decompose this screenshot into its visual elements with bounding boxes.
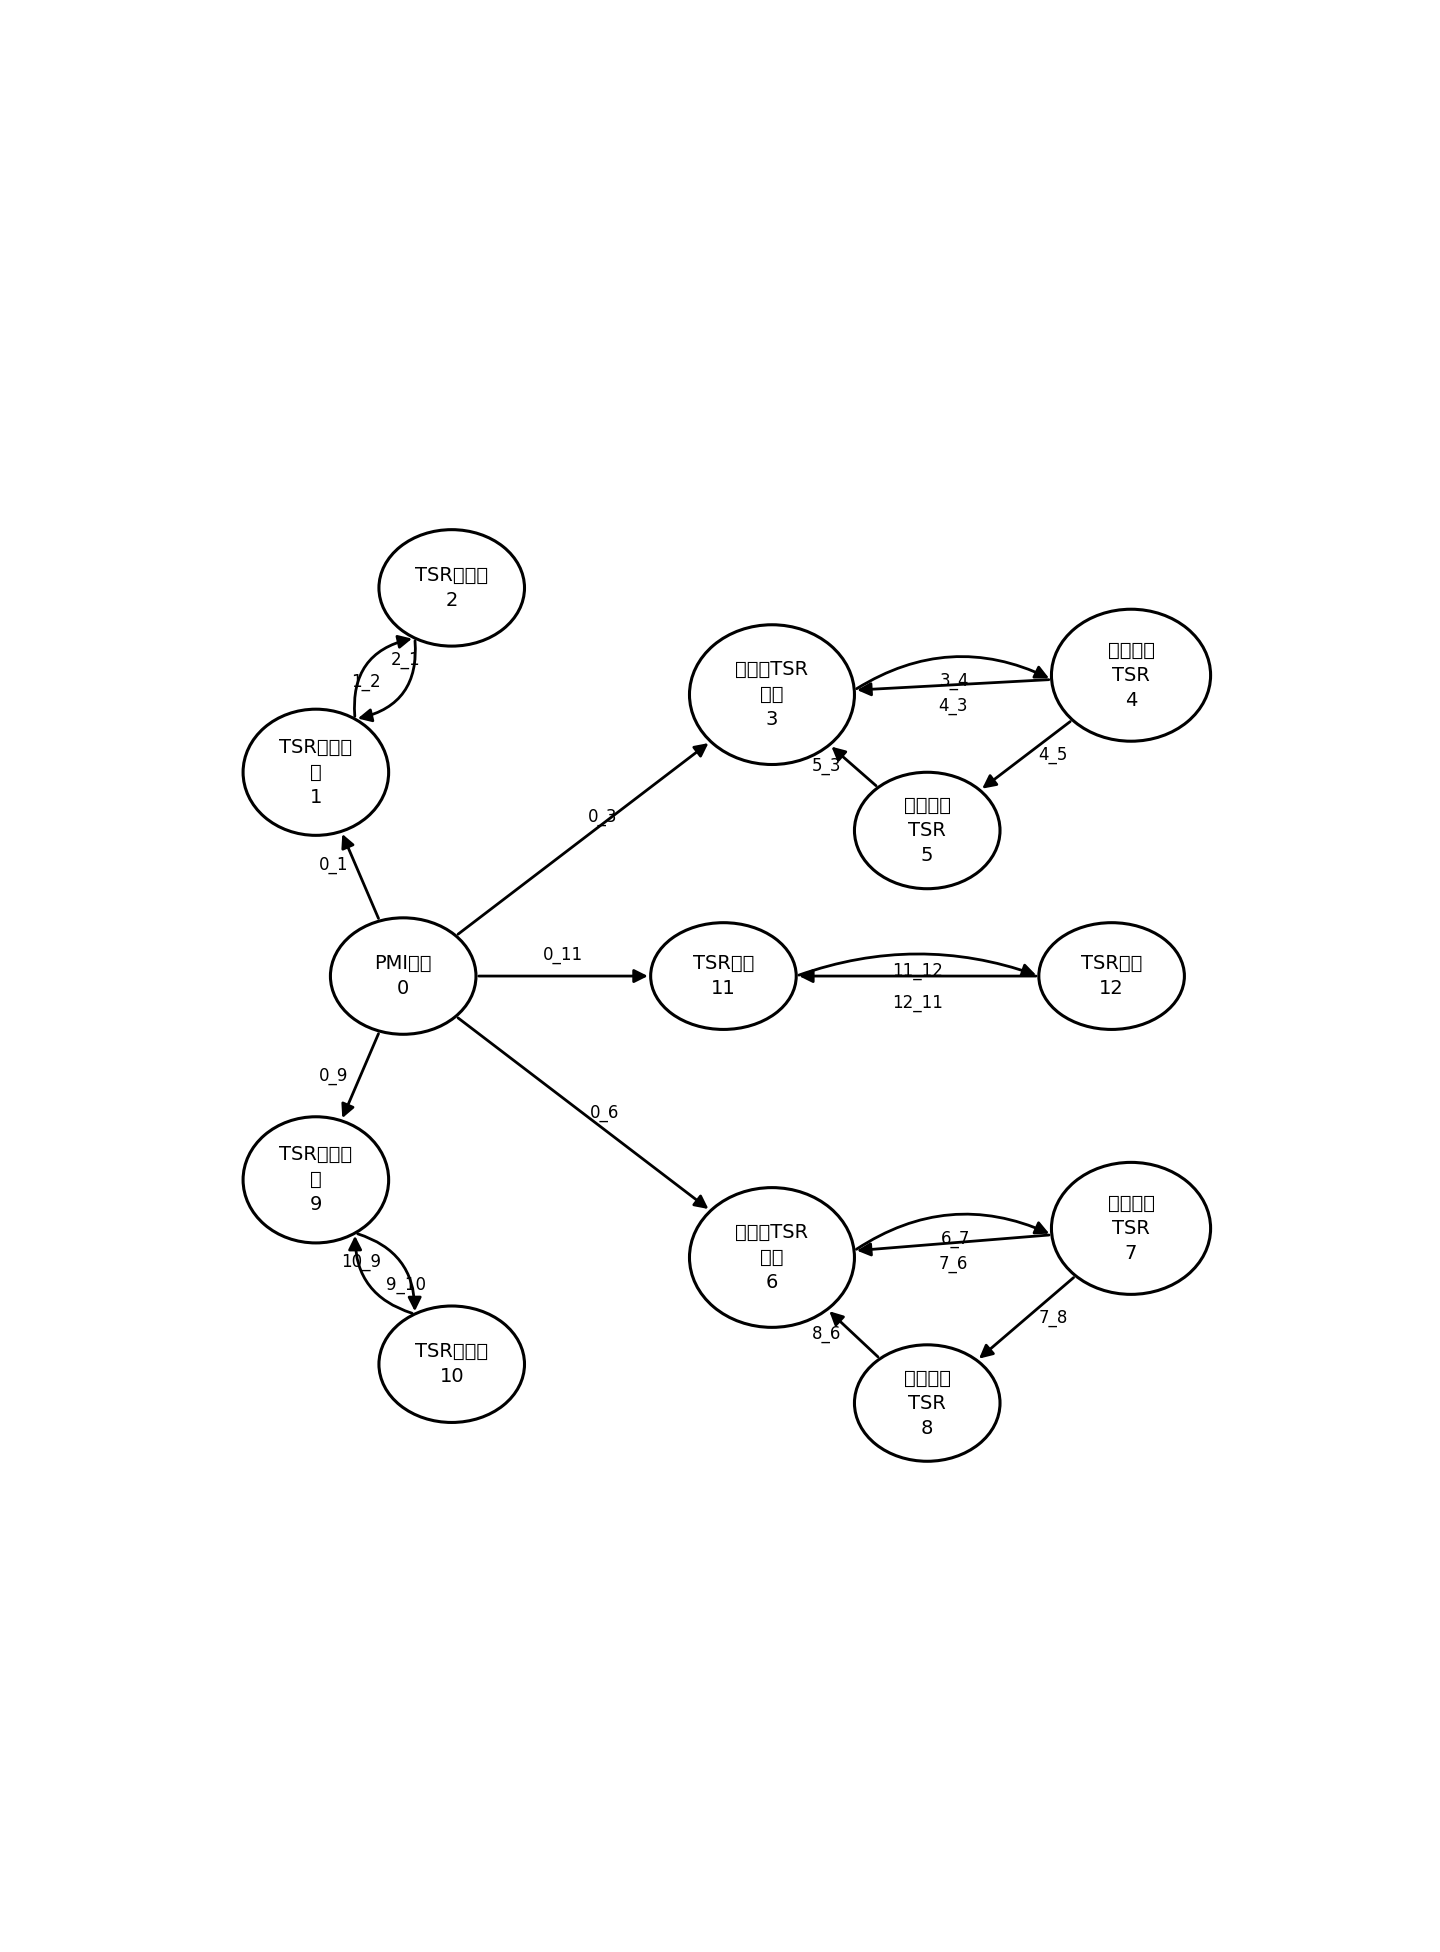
Text: 确认清除
TSR
5: 确认清除 TSR 5 [904, 796, 950, 865]
Ellipse shape [1051, 1161, 1211, 1294]
FancyArrowPatch shape [860, 1236, 1050, 1255]
FancyArrowPatch shape [831, 1314, 878, 1357]
Ellipse shape [379, 1306, 524, 1423]
FancyArrowPatch shape [343, 1035, 379, 1115]
Text: TSR不可清
除
1: TSR不可清 除 1 [279, 738, 353, 806]
Text: TSR可设置
10: TSR可设置 10 [415, 1343, 488, 1386]
Ellipse shape [854, 1345, 999, 1462]
Ellipse shape [651, 923, 796, 1029]
Text: 无清除TSR
命令
3: 无清除TSR 命令 3 [736, 660, 808, 730]
Text: 准备设置
TSR
7: 准备设置 TSR 7 [1107, 1195, 1155, 1263]
Text: TSR不可设
置
9: TSR不可设 置 9 [279, 1146, 353, 1214]
FancyArrowPatch shape [802, 970, 1035, 982]
Ellipse shape [379, 529, 524, 646]
Ellipse shape [243, 709, 389, 835]
FancyArrowPatch shape [458, 746, 706, 935]
Text: 10_9: 10_9 [341, 1253, 382, 1271]
FancyArrowPatch shape [799, 955, 1034, 976]
Text: 9_10: 9_10 [386, 1277, 426, 1294]
Text: 0_1: 0_1 [318, 855, 348, 874]
Text: 7_6: 7_6 [939, 1255, 968, 1273]
Text: 0_6: 0_6 [590, 1105, 619, 1122]
Text: 7_8: 7_8 [1038, 1310, 1068, 1327]
FancyArrowPatch shape [343, 837, 379, 919]
Text: TSR设置
11: TSR设置 11 [693, 955, 755, 997]
Ellipse shape [690, 1187, 854, 1327]
Text: 5_3: 5_3 [812, 757, 841, 775]
Text: 无设置TSR
命令
6: 无设置TSR 命令 6 [736, 1224, 808, 1292]
Ellipse shape [690, 625, 854, 765]
FancyArrowPatch shape [357, 1234, 420, 1308]
FancyArrowPatch shape [354, 636, 409, 716]
Text: 3_4: 3_4 [940, 671, 969, 691]
FancyArrowPatch shape [478, 970, 645, 982]
Text: 0_11: 0_11 [543, 945, 583, 964]
Text: 4_5: 4_5 [1038, 746, 1068, 763]
Ellipse shape [330, 917, 477, 1035]
FancyArrowPatch shape [982, 1279, 1074, 1357]
Text: 8_6: 8_6 [812, 1325, 841, 1343]
FancyArrowPatch shape [350, 1240, 412, 1314]
Text: 2_1: 2_1 [390, 652, 420, 670]
FancyArrowPatch shape [361, 640, 415, 720]
FancyArrowPatch shape [834, 750, 876, 787]
Ellipse shape [243, 1117, 389, 1243]
Text: 确认设置
TSR
8: 确认设置 TSR 8 [904, 1368, 950, 1437]
Text: 12_11: 12_11 [893, 994, 943, 1013]
Text: TSR可清除
2: TSR可清除 2 [415, 566, 488, 609]
Text: 0_9: 0_9 [318, 1068, 348, 1085]
FancyArrowPatch shape [985, 722, 1070, 787]
Ellipse shape [854, 773, 999, 888]
Text: 准备清除
TSR
4: 准备清除 TSR 4 [1107, 640, 1155, 711]
Text: 4_3: 4_3 [939, 697, 968, 714]
Text: TSR清除
12: TSR清除 12 [1081, 955, 1142, 997]
Text: 0_3: 0_3 [588, 808, 618, 826]
FancyArrowPatch shape [860, 679, 1048, 695]
FancyArrowPatch shape [458, 1017, 706, 1206]
Text: 6_7: 6_7 [940, 1230, 971, 1249]
Ellipse shape [1038, 923, 1185, 1029]
FancyArrowPatch shape [857, 656, 1047, 689]
Ellipse shape [1051, 609, 1211, 742]
Text: 1_2: 1_2 [351, 673, 382, 691]
Text: 11_12: 11_12 [893, 962, 943, 980]
Text: PMI初态
0: PMI初态 0 [374, 955, 432, 997]
FancyArrowPatch shape [857, 1214, 1047, 1249]
